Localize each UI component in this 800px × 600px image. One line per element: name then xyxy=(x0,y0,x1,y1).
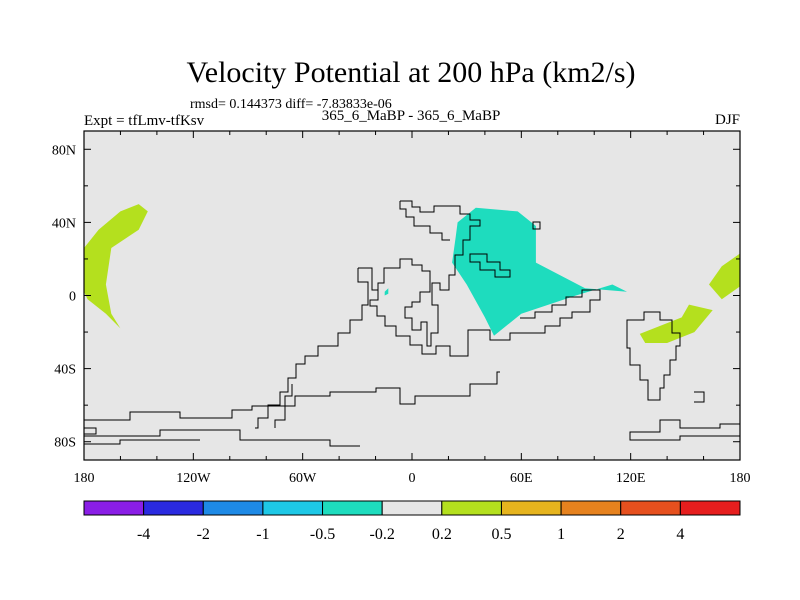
colorbar: -4 -2 -1 -0.5 -0.2 0.2 0.5 1 2 4 xyxy=(83,500,741,543)
y-tick-label: 80S xyxy=(54,436,76,451)
colorbar-box xyxy=(441,500,502,516)
coastlines xyxy=(84,200,740,447)
map-background xyxy=(84,131,740,460)
colorbar-label: 0.2 xyxy=(432,526,452,543)
y-tick-label: 40S xyxy=(54,363,76,378)
colorbar-label: -1 xyxy=(256,526,269,543)
x-tick-label: 180 xyxy=(730,471,751,486)
colorbar-label: -0.5 xyxy=(310,526,335,543)
x-tick-label: 180 xyxy=(74,471,95,486)
coastline-antarctica xyxy=(84,371,500,447)
colorbar-label: -0.2 xyxy=(370,526,395,543)
colorbar-label: 0.5 xyxy=(491,526,511,543)
coastline-europe-north xyxy=(399,201,450,241)
colorbar-label: -4 xyxy=(137,526,150,543)
colorbar-box xyxy=(83,500,145,516)
y-tick-label: 80N xyxy=(52,143,76,158)
region-negative-anomaly-africa-asia xyxy=(452,207,627,336)
chart-title: Velocity Potential at 200 hPa (km2/s) xyxy=(186,56,635,89)
colorbar-box xyxy=(679,500,741,516)
colorbar-box xyxy=(500,500,562,516)
x-tick-label: 0 xyxy=(409,471,416,486)
coastline-australia xyxy=(626,311,681,401)
x-tick-label: 60W xyxy=(289,471,317,486)
colorbar-box xyxy=(322,500,383,516)
colorbar-label: 1 xyxy=(557,526,565,543)
x-tick-label: 120W xyxy=(176,471,211,486)
colorbar-label: 4 xyxy=(676,526,684,543)
coastline-patagonia xyxy=(274,384,293,428)
colorbar-box xyxy=(202,500,264,516)
colorbar-box xyxy=(620,500,681,516)
coastline-antarctica-east xyxy=(629,419,740,441)
x-tick-label: 60E xyxy=(510,471,533,486)
region-positive-anomaly-australia xyxy=(639,304,713,343)
region-positive-anomaly-east-pacific xyxy=(709,253,740,300)
experiment-label: Expt = tfLmv-tfKsv xyxy=(84,113,205,129)
colorbar-label: 2 xyxy=(617,526,625,543)
colorbar-box xyxy=(262,500,324,516)
colorbar-box xyxy=(381,500,443,516)
coastline-eurasia-africa xyxy=(369,200,601,357)
coastline-arabia xyxy=(469,253,511,278)
y-tick-label: 40N xyxy=(52,216,76,231)
stats-label: rmsd= 0.144373 diff= -7.83833e-06 xyxy=(190,97,392,112)
colorbar-box xyxy=(560,500,622,516)
region-negative-anomaly-small-atlantic xyxy=(384,288,389,296)
season-label: DJF xyxy=(715,112,740,128)
coastline-inland-sea xyxy=(532,221,541,230)
coastline-tasmania xyxy=(694,391,705,403)
map-axes: 180 120W 60W 0 60E 120E 180 80N 40N 0 40S 80S xyxy=(52,131,751,486)
y-tick-label: 0 xyxy=(69,290,76,305)
colorbar-box xyxy=(143,500,204,516)
coastline-south-america xyxy=(255,267,379,429)
case-label: 365_6_MaBP - 365_6_MaBP xyxy=(322,108,501,124)
anomaly-regions xyxy=(84,204,740,343)
region-positive-anomaly-north-pacific xyxy=(84,204,148,329)
x-tick-label: 120E xyxy=(616,471,646,486)
coastline-antarctica-west xyxy=(84,427,97,435)
colorbar-label: -2 xyxy=(197,526,210,543)
